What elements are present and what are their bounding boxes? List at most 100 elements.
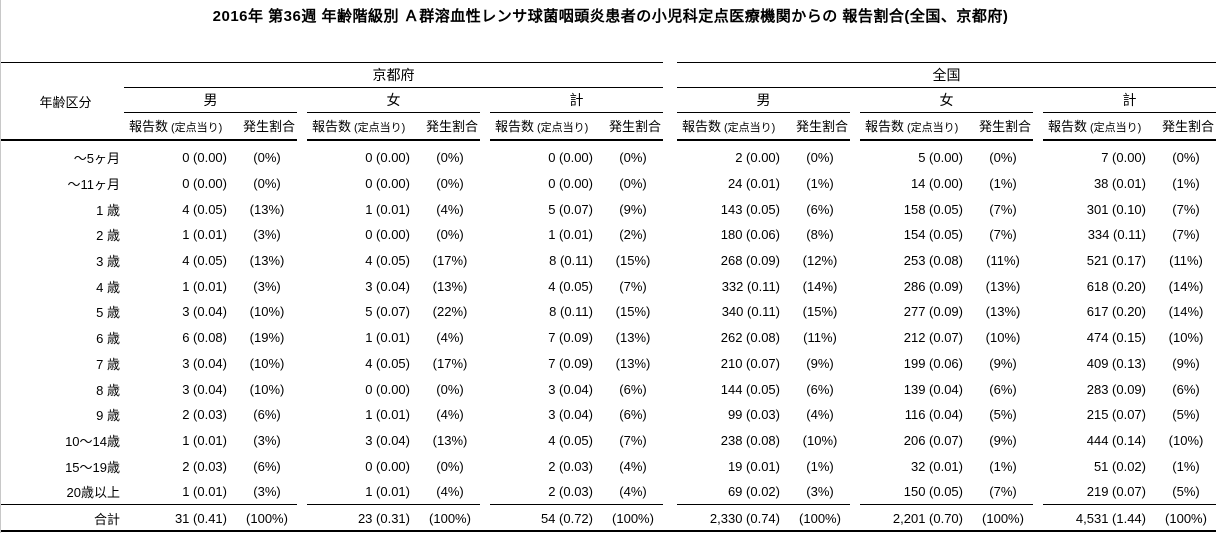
report-count-cell: 7 (0.09) — [548, 330, 593, 346]
value-group: 199 (0.06) (9%) — [860, 356, 1033, 371]
report-count-cell: 4 (0.05) — [548, 432, 593, 448]
per-sentinel-label: (定点当り) — [171, 122, 223, 134]
report-count-cell: 150 (0.05) — [903, 484, 963, 500]
rule — [677, 62, 1216, 63]
report-count-cell: 3 (0.04) — [548, 381, 593, 397]
value-group: 3 (0.04) (13%) — [307, 433, 480, 448]
report-count-cell: 0 (0.00) — [182, 176, 227, 192]
table-body: 〜5ヶ月 0 (0.00) (0%) 0 (0.00) (0%) 0 (0.00) (0%)… — [1, 145, 1216, 505]
incidence-rate-cell: (6%) — [619, 381, 647, 397]
incidence-rate-cell: (6%) — [806, 201, 834, 217]
incidence-rate-cell: (1%) — [989, 176, 1017, 192]
incidence-rate-cell: (6%) — [619, 407, 647, 423]
report-count-label: 報告数 — [682, 119, 722, 134]
per-sentinel-label: (定点当り) — [724, 122, 776, 134]
value-group: 2 (0.00) (0%) — [677, 150, 850, 165]
report-count-cell: 116 (0.04) — [904, 407, 963, 423]
incidence-rate-cell: (6%) — [253, 407, 281, 423]
value-group: 262 (0.08) (11%) — [677, 330, 850, 345]
incidence-rate-cell: (3%) — [806, 484, 834, 500]
table-bottom-rule — [1, 530, 1216, 532]
incidence-rate-cell: (7%) — [619, 432, 647, 448]
incidence-rate-cell: (15%) — [615, 304, 651, 320]
report-count-cell: 7 (0.00) — [1101, 150, 1146, 166]
value-group: 19 (0.01) (1%) — [677, 459, 850, 474]
report-count-cell: 4 (0.05) — [548, 278, 593, 294]
incidence-rate-cell: (100%) — [429, 510, 471, 526]
sex-header-male: 男 — [756, 91, 771, 108]
incidence-rate-cell: (11%) — [1169, 253, 1203, 269]
value-group: 4 (0.05) (7%) — [490, 279, 663, 294]
table-row: 15〜19歳 2 (0.03) (6%) 0 (0.00) (0%) 2 (0.03) (4… — [1, 453, 1216, 479]
value-group: 238 (0.08) (10%) — [677, 433, 850, 448]
value-group: 5 (0.07) (22%) — [307, 304, 480, 319]
sex-header-female: 女 — [386, 91, 401, 108]
incidence-rate-cell: (13%) — [432, 278, 468, 294]
value-group: 210 (0.07) (9%) — [677, 356, 850, 371]
incidence-rate-cell: (17%) — [432, 253, 468, 269]
value-group: 2 (0.03) (6%) — [124, 407, 297, 422]
value-group: 143 (0.05) (6%) — [677, 202, 850, 217]
value-group: 301 (0.10) (7%) — [1043, 202, 1216, 217]
incidence-rate-cell: (1%) — [806, 176, 834, 192]
report-count-header: 報告数 (定点当り) — [1048, 116, 1141, 135]
value-group: 253 (0.08) (11%) — [860, 253, 1033, 268]
header-bottom-rule — [1043, 139, 1216, 141]
incidence-rate-cell: (0%) — [619, 176, 647, 192]
value-group: 268 (0.09) (12%) — [677, 253, 850, 268]
incidence-rate-cell: (15%) — [615, 253, 651, 269]
count-rate-subheader: 報告数 (定点当り) 発生割合 — [860, 112, 1033, 139]
incidence-rate-cell: (100%) — [246, 510, 288, 526]
age-label: 〜5ヶ月 — [73, 151, 120, 167]
incidence-rate-cell: (6%) — [989, 381, 1017, 397]
incidence-rate-cell: (6%) — [253, 458, 281, 474]
incidence-rate-cell: (10%) — [1168, 330, 1204, 346]
report-count-cell: 69 (0.02) — [727, 484, 780, 500]
total-top-rule — [1043, 504, 1216, 505]
report-count-cell: 2 (0.03) — [548, 458, 593, 474]
incidence-rate-cell: (1%) — [806, 458, 834, 474]
incidence-rate-cell: (13%) — [249, 201, 285, 217]
incidence-rate-cell: (0%) — [253, 150, 281, 166]
report-count-cell: 38 (0.01) — [1093, 176, 1146, 192]
incidence-rate-cell: (13%) — [249, 253, 285, 269]
report-count-cell: 0 (0.00) — [365, 227, 410, 243]
report-count-cell: 212 (0.07) — [903, 330, 963, 346]
report-count-cell: 8 (0.11) — [549, 253, 593, 269]
incidence-rate-cell: (6%) — [1172, 381, 1200, 397]
value-group: 2 (0.03) (6%) — [124, 459, 297, 474]
value-group: 4 (0.05) (7%) — [490, 433, 663, 448]
report-count-cell: 2,330 (0.74) — [709, 510, 780, 526]
age-label: 6 歳 — [96, 331, 120, 347]
incidence-rate-cell: (7%) — [989, 201, 1017, 217]
report-count-cell: 3 (0.04) — [182, 355, 227, 371]
incidence-rate-cell: (0%) — [436, 227, 464, 243]
rule — [1043, 112, 1216, 113]
value-group: 2,330 (0.74) (100%) — [677, 511, 850, 526]
incidence-rate-cell: (100%) — [799, 510, 841, 526]
report-count-label: 報告数 — [865, 119, 905, 134]
table-row: 9 歳 2 (0.03) (6%) 1 (0.01) (4%) 3 (0.04) (6%) 9… — [1, 402, 1216, 428]
report-count-cell: 283 (0.09) — [1086, 381, 1146, 397]
value-group: 2 (0.03) (4%) — [490, 484, 663, 499]
report-count-cell: 268 (0.09) — [720, 253, 780, 269]
table-row: 6 歳 6 (0.08) (19%) 1 (0.01) (4%) 7 (0.09) (13%… — [1, 325, 1216, 351]
value-group: 0 (0.00) (0%) — [490, 176, 663, 191]
incidence-rate-cell: (14%) — [802, 278, 838, 294]
incidence-rate-cell: (0%) — [806, 150, 834, 166]
value-group: 212 (0.07) (10%) — [860, 330, 1033, 345]
report-count-cell: 1 (0.01) — [182, 278, 227, 294]
report-count-cell: 5 (0.00) — [918, 150, 963, 166]
report-count-cell: 0 (0.00) — [365, 381, 410, 397]
report-count-cell: 143 (0.05) — [720, 201, 780, 217]
per-sentinel-label: (定点当り) — [1090, 122, 1142, 134]
table-row: 〜11ヶ月 0 (0.00) (0%) 0 (0.00) (0%) 0 (0.00) (0%… — [1, 171, 1216, 197]
incidence-rate-header: 発生割合 — [425, 119, 478, 134]
age-label: 2 歳 — [96, 228, 120, 244]
incidence-rate-cell: (7%) — [1172, 201, 1200, 217]
table-row: 5 歳 3 (0.04) (10%) 5 (0.07) (22%) 8 (0.11) (15… — [1, 299, 1216, 325]
value-group: 3 (0.04) (10%) — [124, 356, 297, 371]
value-group: 7 (0.09) (13%) — [490, 330, 663, 345]
incidence-rate-cell: (4%) — [436, 201, 464, 217]
incidence-rate-cell: (13%) — [615, 330, 651, 346]
